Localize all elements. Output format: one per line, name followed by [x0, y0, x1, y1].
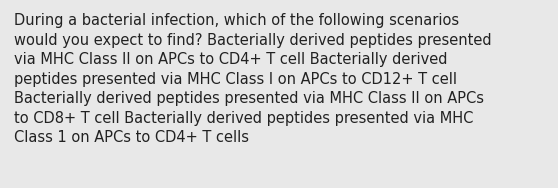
- Text: During a bacterial infection, which of the following scenarios
would you expect : During a bacterial infection, which of t…: [14, 13, 492, 145]
